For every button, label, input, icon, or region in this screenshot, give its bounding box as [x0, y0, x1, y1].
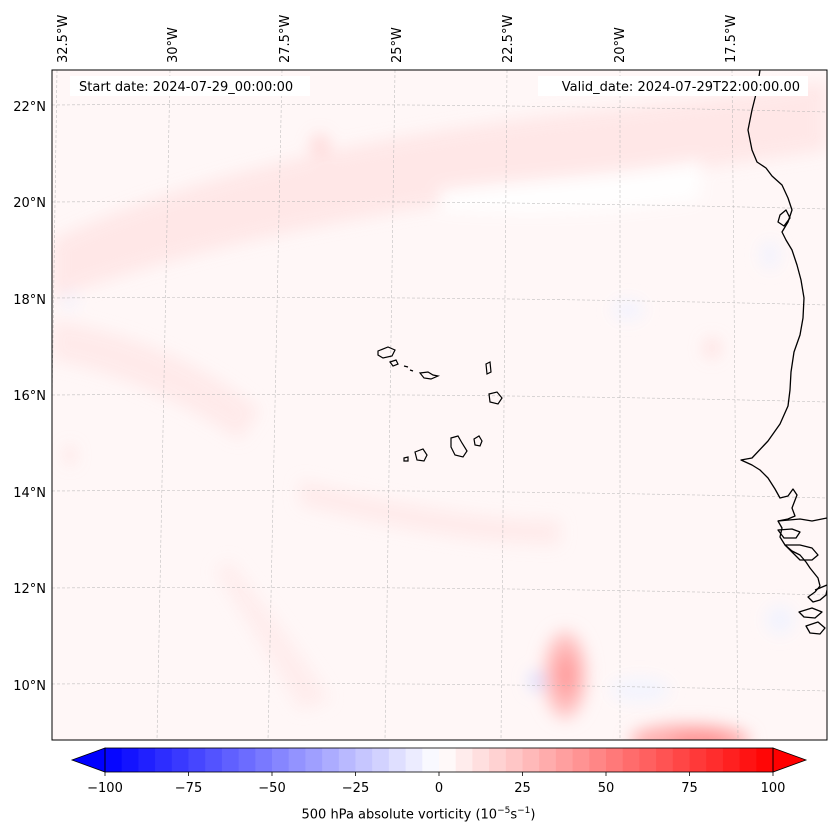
cbar-tick-label: −50	[258, 781, 285, 796]
colorbar-cell	[589, 748, 607, 772]
colorbar-cell	[388, 748, 406, 772]
colorbar-cell	[155, 748, 173, 772]
map-frame	[51, 69, 828, 741]
colorbar-cell	[372, 748, 390, 772]
colorbar: −100 −75 −50 −25 0 25 50 75 100	[70, 747, 808, 796]
latitude-labels: 22°N 20°N 18°N 16°N 14°N 12°N 10°N	[13, 100, 46, 694]
graticule	[52, 70, 827, 740]
colorbar-cell	[739, 748, 757, 772]
valid-date-box	[538, 76, 808, 96]
colorbar-cell	[505, 748, 523, 772]
colorbar-cell	[221, 748, 239, 772]
colorbar-cell	[205, 748, 223, 772]
colorbar-cell	[272, 748, 290, 772]
cbar-tick-label: 100	[761, 781, 786, 796]
lon-label-22-5w: 22.5°W	[501, 15, 516, 63]
lat-label-14n: 14°N	[13, 486, 46, 501]
colorbar-cell	[639, 748, 657, 772]
lon-label-17-5w: 17.5°W	[724, 15, 739, 63]
colorbar-cell	[305, 748, 323, 772]
colorbar-cell	[105, 748, 123, 772]
vorticity-field	[52, 70, 827, 740]
colorbar-cell	[622, 748, 640, 772]
colorbar-cell	[689, 748, 707, 772]
colorbar-cell	[405, 748, 423, 772]
colorbar-cell	[121, 748, 139, 772]
colorbar-cell	[255, 748, 273, 772]
colorbar-min-extension	[70, 747, 106, 773]
colorbar-cell	[338, 748, 356, 772]
colorbar-max-extension	[772, 747, 808, 773]
lon-label-25w: 25°W	[390, 27, 405, 63]
lat-label-12n: 12°N	[13, 582, 46, 597]
colorbar-cell	[756, 748, 774, 772]
lat-label-18n: 18°N	[13, 293, 46, 308]
valid-date-text: Valid_date: 2024-07-29T22:00:00.00	[562, 80, 800, 95]
colorbar-cell	[555, 748, 573, 772]
cbar-tick-label: −75	[175, 781, 202, 796]
colorbar-cell	[606, 748, 624, 772]
start-date-box	[70, 76, 310, 96]
colorbar-cell	[706, 748, 724, 772]
colorbar-cell	[522, 748, 540, 772]
colorbar-cell	[672, 748, 690, 772]
coastline	[740, 70, 827, 635]
colorbar-cell	[238, 748, 256, 772]
colorbar-cell	[188, 748, 206, 772]
lat-label-20n: 20°N	[13, 196, 46, 211]
lon-label-30w: 30°W	[166, 27, 181, 63]
colorbar-cell	[439, 748, 457, 772]
colorbar-cell	[422, 748, 440, 772]
lat-label-22n: 22°N	[13, 100, 46, 115]
cbar-tick-label: 75	[681, 781, 698, 796]
colorbar-label: 500 hPa absolute vorticity (10−5s−1)	[301, 806, 536, 823]
colorbar-cell	[656, 748, 674, 772]
colorbar-cell	[171, 748, 189, 772]
colorbar-cell	[572, 748, 590, 772]
lon-label-27-5w: 27.5°W	[278, 15, 293, 63]
lat-label-16n: 16°N	[13, 389, 46, 404]
cbar-tick-label: 50	[598, 781, 615, 796]
start-date-text: Start date: 2024-07-29_00:00:00	[79, 80, 293, 95]
colorbar-cell	[455, 748, 473, 772]
colorbar-cell	[322, 748, 340, 772]
colorbar-cell	[355, 748, 373, 772]
cbar-tick-label: 0	[435, 781, 443, 796]
colorbar-cell	[288, 748, 306, 772]
colorbar-cells	[105, 748, 774, 772]
colorbar-cell	[489, 748, 507, 772]
colorbar-cell	[722, 748, 740, 772]
cbar-tick-label: 25	[514, 781, 531, 796]
lon-label-32-5w: 32.5°W	[56, 15, 71, 63]
colorbar-cell	[138, 748, 156, 772]
cbar-tick-label: −100	[87, 781, 123, 796]
cbar-tick-label: −25	[342, 781, 369, 796]
cape-verde-islands	[377, 346, 503, 462]
colorbar-ticks	[104, 772, 774, 776]
lon-label-20w: 20°W	[613, 27, 628, 63]
lat-label-10n: 10°N	[13, 679, 46, 694]
colorbar-tick-labels: −100 −75 −50 −25 0 25 50 75 100	[87, 781, 785, 796]
longitude-labels: 32.5°W 30°W 27.5°W 25°W 22.5°W 20°W 17.5…	[56, 15, 739, 63]
colorbar-cell	[472, 748, 490, 772]
colorbar-cell	[539, 748, 557, 772]
